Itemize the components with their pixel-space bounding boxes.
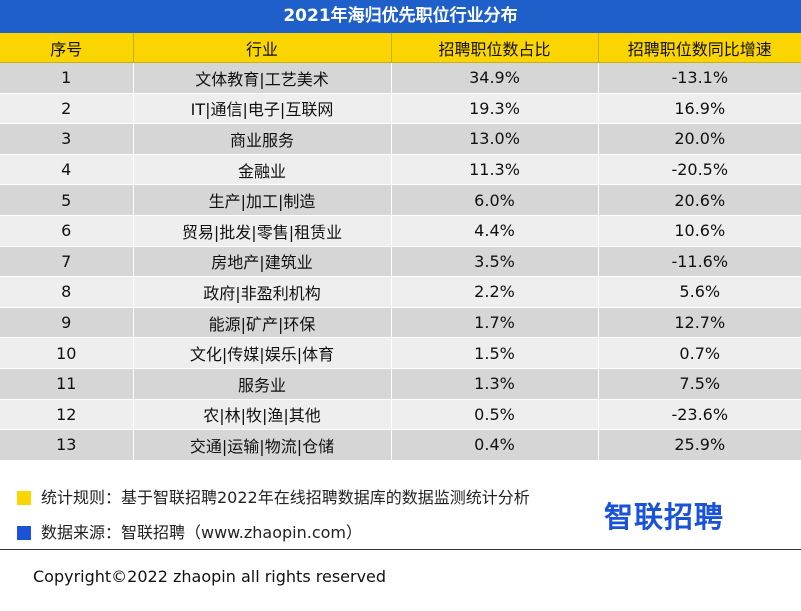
table-row: 5 生产|加工|制造 6.0% 20.6% bbox=[0, 184, 801, 216]
header-index: 序号 bbox=[0, 33, 134, 63]
header-growth: 招聘职位数同比增速 bbox=[598, 33, 801, 63]
cell-industry: 商业服务 bbox=[133, 123, 392, 155]
table-row: 3 商业服务 13.0% 20.0% bbox=[0, 123, 801, 155]
cell-share: 34.9% bbox=[391, 62, 599, 94]
cell-growth: 10.6% bbox=[598, 215, 801, 247]
cell-index: 10 bbox=[0, 337, 134, 369]
cell-growth: 20.0% bbox=[598, 123, 801, 155]
cell-index: 11 bbox=[0, 368, 134, 400]
note-source-text: 数据来源：智联招聘（www.zhaopin.com） bbox=[41, 523, 363, 542]
table-row: 10 文化|传媒|娱乐|体育 1.5% 0.7% bbox=[0, 337, 801, 369]
cell-industry: 生产|加工|制造 bbox=[133, 184, 392, 216]
cell-share: 1.3% bbox=[391, 368, 599, 400]
cell-industry: 服务业 bbox=[133, 368, 392, 400]
cell-growth: 5.6% bbox=[598, 276, 801, 308]
header-industry: 行业 bbox=[133, 33, 392, 63]
note-rule: 统计规则：基于智联招聘2022年在线招聘数据库的数据监测统计分析 bbox=[17, 488, 530, 508]
cell-index: 12 bbox=[0, 399, 134, 431]
table-row: 4 金融业 11.3% -20.5% bbox=[0, 154, 801, 186]
note-source: 数据来源：智联招聘（www.zhaopin.com） bbox=[17, 523, 362, 543]
cell-share: 11.3% bbox=[391, 154, 599, 186]
cell-index: 4 bbox=[0, 154, 134, 186]
cell-industry: 农|林|牧|渔|其他 bbox=[133, 399, 392, 431]
cell-index: 1 bbox=[0, 62, 134, 94]
copyright-text: Copyright©2022 zhaopin all rights reserv… bbox=[33, 567, 387, 586]
cell-industry: 房地产|建筑业 bbox=[133, 246, 392, 278]
cell-share: 4.4% bbox=[391, 215, 599, 247]
cell-share: 3.5% bbox=[391, 246, 599, 278]
table-row: 8 政府|非盈利机构 2.2% 5.6% bbox=[0, 276, 801, 308]
cell-industry: 文体教育|工艺美术 bbox=[133, 62, 392, 94]
table-row: 7 房地产|建筑业 3.5% -11.6% bbox=[0, 246, 801, 278]
table-row: 6 贸易|批发|零售|租赁业 4.4% 10.6% bbox=[0, 215, 801, 247]
cell-growth: 7.5% bbox=[598, 368, 801, 400]
cell-industry: 能源|矿产|环保 bbox=[133, 307, 392, 339]
blue-square-icon bbox=[17, 526, 31, 540]
cell-share: 0.4% bbox=[391, 429, 599, 461]
industry-distribution-table: 序号 行业 招聘职位数占比 招聘职位数同比增速 1 文体教育|工艺美术 34.9% -… bbox=[0, 33, 801, 461]
cell-growth: 25.9% bbox=[598, 429, 801, 461]
table-row: 11 服务业 1.3% 7.5% bbox=[0, 368, 801, 400]
cell-industry: 交通|运输|物流|仓储 bbox=[133, 429, 392, 461]
zhaopin-logo: 智联招聘 bbox=[604, 500, 725, 534]
cell-index: 7 bbox=[0, 246, 134, 278]
table-row: 1 文体教育|工艺美术 34.9% -13.1% bbox=[0, 62, 801, 94]
cell-share: 1.7% bbox=[391, 307, 599, 339]
cell-growth: -23.6% bbox=[598, 399, 801, 431]
cell-index: 2 bbox=[0, 93, 134, 125]
cell-share: 0.5% bbox=[391, 399, 599, 431]
cell-industry: 文化|传媒|娱乐|体育 bbox=[133, 337, 392, 369]
cell-industry: 金融业 bbox=[133, 154, 392, 186]
cell-index: 13 bbox=[0, 429, 134, 461]
cell-growth: 0.7% bbox=[598, 337, 801, 369]
table-row: 13 交通|运输|物流|仓储 0.4% 25.9% bbox=[0, 429, 801, 461]
cell-share: 6.0% bbox=[391, 184, 599, 216]
cell-index: 3 bbox=[0, 123, 134, 155]
table-row: 2 IT|通信|电子|互联网 19.3% 16.9% bbox=[0, 93, 801, 125]
cell-growth: -13.1% bbox=[598, 62, 801, 94]
cell-growth: 16.9% bbox=[598, 93, 801, 125]
cell-industry: 政府|非盈利机构 bbox=[133, 276, 392, 308]
cell-index: 6 bbox=[0, 215, 134, 247]
note-rule-text: 统计规则：基于智联招聘2022年在线招聘数据库的数据监测统计分析 bbox=[41, 488, 530, 507]
cell-index: 8 bbox=[0, 276, 134, 308]
cell-share: 2.2% bbox=[391, 276, 599, 308]
cell-growth: 20.6% bbox=[598, 184, 801, 216]
cell-share: 1.5% bbox=[391, 337, 599, 369]
cell-industry: IT|通信|电子|互联网 bbox=[133, 93, 392, 125]
cell-share: 19.3% bbox=[391, 93, 599, 125]
cell-share: 13.0% bbox=[391, 123, 599, 155]
cell-growth: -20.5% bbox=[598, 154, 801, 186]
table-title: 2021年海归优先职位行业分布 bbox=[0, 0, 801, 33]
divider bbox=[0, 549, 801, 550]
table-body: 1 文体教育|工艺美术 34.9% -13.1% 2 IT|通信|电子|互联网 19.3% 1… bbox=[0, 62, 801, 461]
header-share: 招聘职位数占比 bbox=[391, 33, 599, 63]
table-row: 9 能源|矿产|环保 1.7% 12.7% bbox=[0, 307, 801, 339]
cell-index: 9 bbox=[0, 307, 134, 339]
cell-growth: 12.7% bbox=[598, 307, 801, 339]
cell-growth: -11.6% bbox=[598, 246, 801, 278]
table-row: 12 农|林|牧|渔|其他 0.5% -23.6% bbox=[0, 399, 801, 431]
header-row: 序号 行业 招聘职位数占比 招聘职位数同比增速 bbox=[0, 33, 801, 63]
yellow-square-icon bbox=[17, 491, 31, 505]
cell-industry: 贸易|批发|零售|租赁业 bbox=[133, 215, 392, 247]
cell-index: 5 bbox=[0, 184, 134, 216]
